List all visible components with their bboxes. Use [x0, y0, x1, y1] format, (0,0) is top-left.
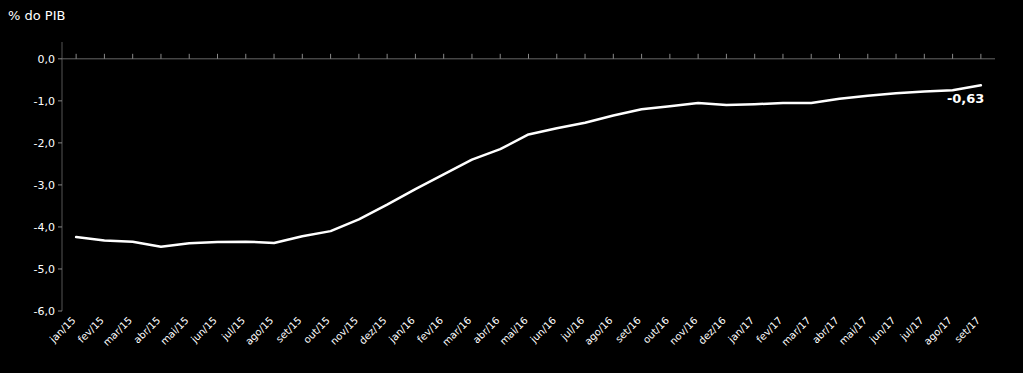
x-tick — [896, 54, 897, 59]
x-tick-label: ago/17 — [922, 315, 954, 347]
x-tick — [952, 54, 953, 59]
plot-area — [76, 85, 981, 246]
x-tick — [867, 54, 868, 59]
x-tick — [415, 54, 416, 59]
y-tick — [58, 100, 62, 101]
x-tick — [613, 54, 614, 59]
line — [76, 85, 981, 246]
x-tick-label: jun/16 — [527, 315, 558, 346]
x-tick — [556, 54, 557, 59]
y-tick-label: 0,0 — [38, 53, 56, 66]
x-tick — [76, 54, 77, 59]
x-tick — [104, 54, 105, 59]
x-tick-label: set/15 — [274, 315, 304, 345]
x-tick — [358, 54, 359, 59]
x-tick-label: abr/17 — [810, 315, 841, 346]
x-tick — [669, 54, 670, 59]
x-tick — [302, 54, 303, 59]
x-tick — [585, 54, 586, 59]
x-tick — [500, 54, 501, 59]
x-tick — [782, 54, 783, 59]
x-tick — [726, 54, 727, 59]
x-tick — [443, 54, 444, 59]
x-tick-label: mar/15 — [101, 315, 134, 348]
x-tick — [698, 54, 699, 59]
x-tick-label: jun/15 — [188, 315, 219, 346]
y-tick-label: -3,0 — [34, 179, 55, 192]
x-tick — [217, 54, 218, 59]
x-tick-label: mai/15 — [158, 315, 190, 347]
x-tick-label: jan/15 — [47, 315, 78, 346]
x-tick — [132, 54, 133, 59]
x-tick-label: mai/16 — [498, 315, 530, 347]
y-tick-label: -5,0 — [34, 263, 55, 276]
x-tick — [839, 54, 840, 59]
x-tick-label: nov/16 — [667, 315, 699, 347]
x-tick-label: mai/17 — [837, 315, 869, 347]
y-tick-label: -6,0 — [34, 305, 55, 318]
y-tick-label: -1,0 — [34, 95, 55, 108]
x-tick — [160, 54, 161, 59]
x-tick-label: out/16 — [641, 315, 672, 346]
y-axis-line — [62, 42, 63, 311]
y-axis-label: % do PIB — [8, 8, 65, 23]
x-tick-label: mar/16 — [440, 315, 473, 348]
x-tick-label: jan/16 — [386, 315, 417, 346]
y-tick-label: -2,0 — [34, 137, 55, 150]
x-tick — [274, 54, 275, 59]
y-tick — [58, 226, 62, 227]
y-tick — [58, 311, 62, 312]
x-tick — [641, 54, 642, 59]
y-tick-label: -4,0 — [34, 221, 55, 234]
chart: % do PIB0,0-1,0-2,0-3,0-4,0-5,0-6,0jan/1… — [0, 0, 1023, 373]
x-tick — [245, 54, 246, 59]
x-tick-label: abr/15 — [131, 315, 162, 346]
x-tick — [754, 54, 755, 59]
y-tick — [58, 142, 62, 143]
x-tick-label: nov/15 — [328, 315, 360, 347]
x-tick-label: mar/17 — [779, 315, 812, 348]
x-tick-label: set/16 — [613, 315, 643, 345]
x-tick-label: abr/16 — [471, 315, 502, 346]
x-tick — [811, 54, 812, 59]
x-tick — [189, 54, 190, 59]
annotation: -0,63 — [947, 91, 984, 106]
x-tick-label: jun/17 — [867, 315, 898, 346]
y-tick — [58, 184, 62, 185]
x-tick-label: ago/16 — [582, 315, 614, 347]
y-tick — [58, 268, 62, 269]
x-tick — [980, 54, 981, 59]
x-tick-label: jan/17 — [725, 315, 756, 346]
x-tick — [924, 54, 925, 59]
x-tick — [330, 54, 331, 59]
y-tick — [58, 58, 62, 59]
x-tick-label: dez/15 — [357, 315, 389, 347]
x-tick — [471, 54, 472, 59]
x-tick-label: ago/15 — [243, 315, 275, 347]
x-tick — [387, 54, 388, 59]
x-tick-label: dez/16 — [696, 315, 728, 347]
x-tick-label: set/17 — [952, 315, 982, 345]
x-tick — [528, 54, 529, 59]
x-tick-label: out/15 — [301, 315, 332, 346]
background — [0, 0, 1023, 373]
